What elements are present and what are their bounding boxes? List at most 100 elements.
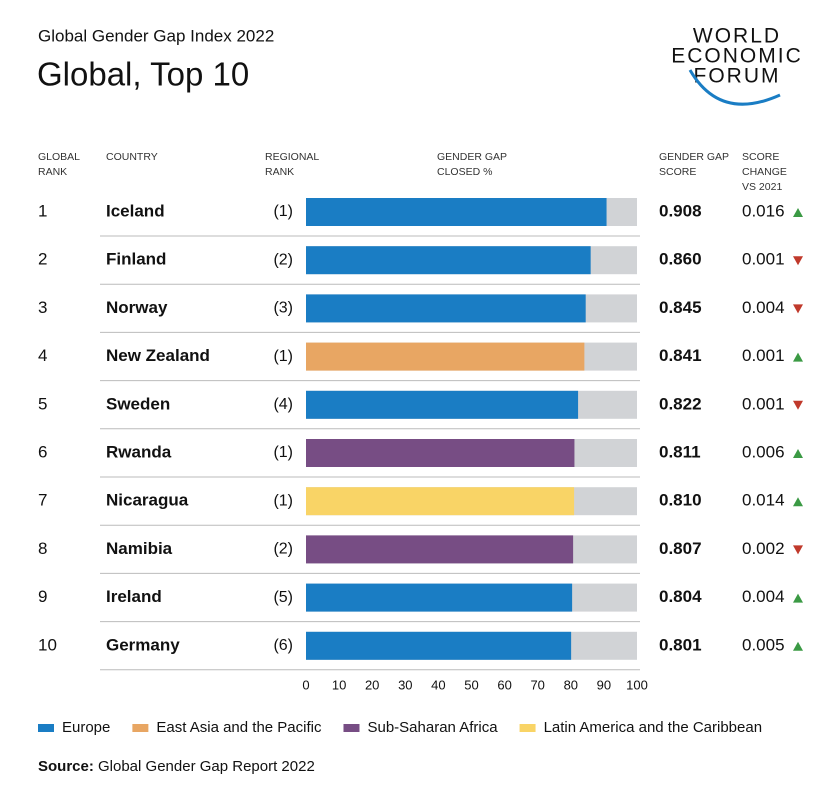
global-rank: 2	[38, 250, 47, 269]
x-tick-label: 20	[365, 677, 379, 692]
value-label: 0.801	[659, 635, 702, 654]
score-change: 0.001	[742, 394, 785, 413]
global-rank: 1	[38, 201, 47, 220]
score-change: 0.005	[742, 635, 785, 654]
value-label: 0.860	[659, 250, 702, 269]
change-arrow	[793, 545, 803, 555]
column-header: GENDER GAP SCORE	[659, 151, 729, 178]
bar	[306, 439, 575, 467]
x-tick-label: 80	[564, 677, 578, 692]
value-label: 0.807	[659, 539, 702, 558]
x-tick-label: 10	[332, 677, 346, 692]
x-tick-label: 100	[626, 677, 648, 692]
column-header: GLOBAL RANK	[38, 151, 80, 178]
regional-rank: (3)	[273, 300, 293, 317]
bar	[306, 535, 574, 564]
regional-rank: (6)	[273, 637, 293, 654]
regional-rank: (4)	[273, 396, 293, 413]
legend-swatch	[132, 724, 149, 732]
country: Germany	[106, 635, 180, 654]
legend-swatch	[38, 724, 54, 732]
global-rank: 6	[38, 442, 47, 461]
country: Norway	[106, 298, 168, 317]
source-label: Source:	[38, 758, 94, 775]
country: Finland	[106, 250, 166, 269]
score-change: 0.004	[742, 298, 785, 317]
bar	[306, 198, 607, 226]
x-tick-label: 50	[464, 677, 478, 692]
change-arrow	[793, 593, 803, 603]
legend-label: Europe	[62, 719, 110, 736]
country: Rwanda	[106, 442, 172, 461]
bar	[306, 487, 575, 516]
country: Iceland	[106, 201, 165, 220]
value-label: 0.841	[659, 346, 702, 365]
legend-label: East Asia and the Pacific	[156, 719, 322, 736]
source: Global Gender Gap Report 2022	[98, 758, 315, 775]
legend-swatch	[519, 724, 536, 732]
bar	[306, 342, 585, 371]
value-label: 0.908	[659, 201, 702, 220]
value-label: 0.811	[659, 442, 701, 461]
change-arrow	[793, 449, 803, 458]
change-arrow	[793, 497, 803, 507]
country: Nicaragua	[106, 491, 189, 510]
x-tick-label: 30	[398, 677, 412, 692]
regional-rank: (1)	[273, 492, 293, 509]
global-rank: 5	[38, 394, 47, 413]
value-label: 0.810	[659, 491, 702, 510]
regional-rank: (2)	[273, 251, 293, 268]
x-tick-label: 90	[597, 677, 611, 692]
x-tick-label: 60	[497, 677, 511, 692]
change-arrow	[793, 641, 803, 651]
score-change: 0.001	[742, 346, 785, 365]
value-label: 0.804	[659, 587, 702, 606]
global-rank: 3	[38, 298, 47, 317]
global-rank: 10	[38, 635, 57, 654]
bar	[306, 390, 579, 419]
logo-line: FORUM	[694, 65, 781, 88]
x-tick-label: 40	[431, 677, 445, 692]
logo-arc	[688, 69, 781, 106]
regional-rank: (1)	[273, 348, 293, 365]
global-rank: 4	[38, 346, 47, 365]
column-header: REGIONAL RANK	[265, 151, 319, 178]
bar	[306, 294, 586, 323]
regional-rank: (5)	[273, 589, 293, 606]
global-rank: 7	[38, 491, 47, 510]
bar	[306, 631, 572, 660]
score-change: 0.002	[742, 539, 785, 558]
score-change: 0.014	[742, 491, 785, 510]
legend-swatch	[343, 724, 360, 732]
x-tick-label: 70	[530, 677, 544, 692]
subtitle: Global Gender Gap Index 2022	[38, 26, 274, 45]
global-rank: 9	[38, 587, 47, 606]
change-arrow	[793, 208, 803, 217]
regional-rank: (2)	[273, 541, 293, 558]
legend-label: Sub-Saharan Africa	[367, 719, 498, 736]
column-header: GENDER GAP CLOSED %	[437, 151, 507, 178]
country: New Zealand	[106, 346, 210, 365]
logo-line: WORLD	[693, 25, 781, 48]
change-arrow	[793, 304, 803, 314]
legend-label: Latin America and the Caribbean	[544, 719, 762, 736]
change-arrow	[793, 256, 803, 266]
bar	[306, 583, 573, 612]
country: Namibia	[106, 539, 173, 558]
country: Ireland	[106, 587, 162, 606]
logo-line: ECONOMIC	[671, 45, 803, 68]
column-header: COUNTRY	[106, 151, 158, 163]
value-label: 0.845	[659, 298, 702, 317]
score-change: 0.006	[742, 442, 785, 461]
bar	[306, 246, 591, 275]
regional-rank: (1)	[273, 444, 293, 461]
score-change: 0.001	[742, 250, 785, 269]
country: Sweden	[106, 394, 170, 413]
global-rank: 8	[38, 539, 47, 558]
change-arrow	[793, 400, 803, 410]
score-change: 0.016	[742, 201, 785, 220]
value-label: 0.822	[659, 394, 702, 413]
score-change: 0.004	[742, 587, 785, 606]
